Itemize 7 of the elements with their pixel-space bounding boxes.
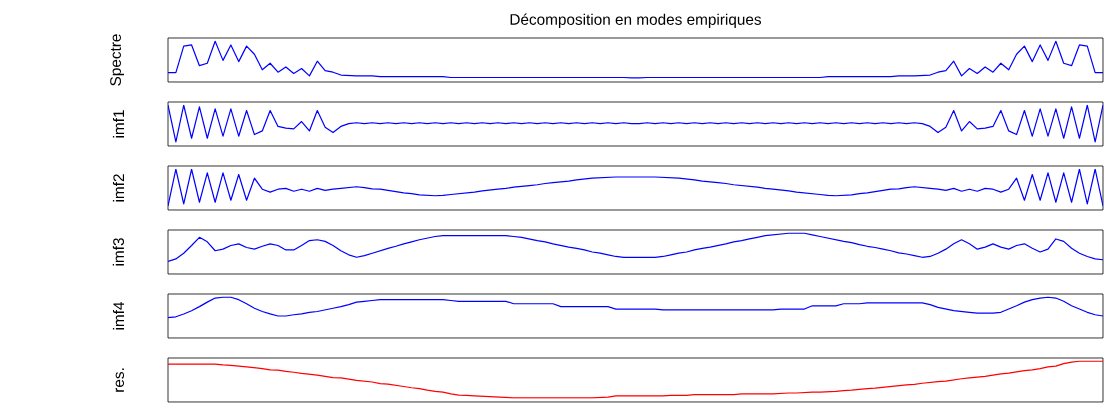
y-axis-title: imf3 — [112, 238, 125, 266]
y-axis-title: imf2 — [112, 174, 125, 202]
y-axis-title: res. — [115, 368, 125, 392]
chart-title: Décomposition en modes empiriques — [510, 13, 762, 28]
y-axis-title: imf4 — [112, 301, 125, 330]
y-axis-title: imf1 — [112, 110, 125, 138]
y-axis-title: Spectre — [110, 34, 125, 86]
